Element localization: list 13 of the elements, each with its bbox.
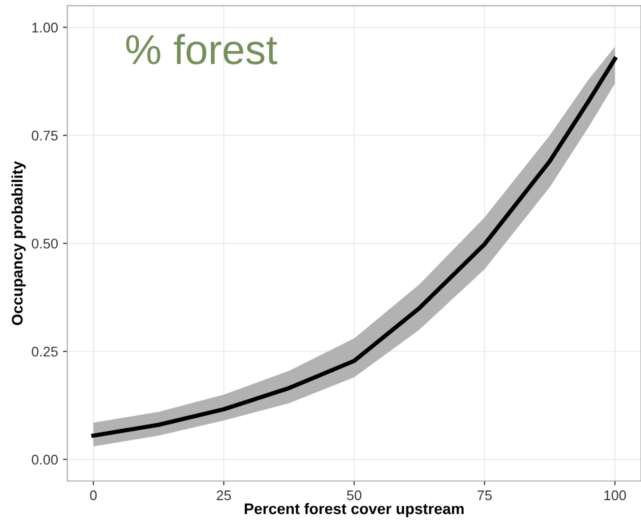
annotation: % forest xyxy=(126,34,278,64)
x-tick-label: 50 xyxy=(346,490,362,500)
y-tick-label: 0.50 xyxy=(32,238,58,249)
x-axis-title: Percent forest cover upstream xyxy=(244,502,464,518)
x-tick-label: 0 xyxy=(90,490,97,500)
x-tick-label: 25 xyxy=(216,490,231,500)
y-tick-label: 0.25 xyxy=(32,346,58,357)
x-tick-label: 75 xyxy=(478,490,492,500)
x-tick-label: 100 xyxy=(604,490,626,500)
y-tick-label: 1.00 xyxy=(32,22,58,32)
y-axis-title: Occupancy probability xyxy=(11,161,26,326)
y-tick-label: 0.00 xyxy=(32,454,58,465)
y-tick-label: 0.75 xyxy=(32,130,58,141)
